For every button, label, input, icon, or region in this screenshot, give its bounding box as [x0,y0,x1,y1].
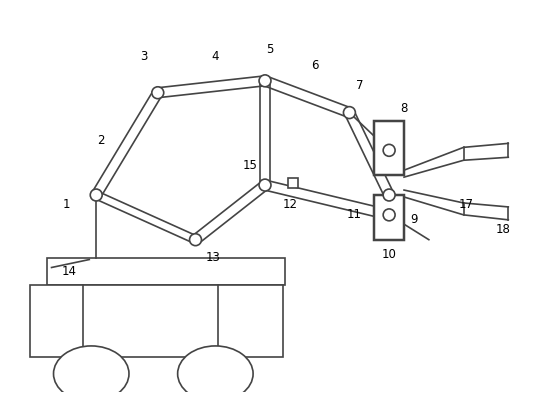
Circle shape [383,189,395,201]
Text: 13: 13 [206,251,221,264]
Text: 11: 11 [347,208,362,221]
Text: 7: 7 [356,79,363,92]
Text: 2: 2 [98,134,105,147]
Circle shape [259,179,271,191]
Bar [374,195,404,240]
Text: 12: 12 [282,198,297,211]
Bar [288,178,298,188]
Circle shape [343,107,356,119]
Text: 1: 1 [63,198,70,211]
Text: 17: 17 [459,198,474,211]
Text: 9: 9 [410,213,418,226]
Text: 18: 18 [496,223,511,236]
Text: 15: 15 [243,159,257,172]
Circle shape [259,75,271,87]
Text: 3: 3 [140,50,148,62]
Text: 6: 6 [311,59,318,72]
Bar [30,285,283,357]
Text: 8: 8 [400,102,408,115]
Ellipse shape [53,346,129,393]
Ellipse shape [177,346,253,393]
Circle shape [383,209,395,221]
Bar [374,121,404,175]
Text: 10: 10 [382,248,397,261]
Bar [46,257,285,285]
Circle shape [152,87,164,99]
Circle shape [90,189,102,201]
Text: 5: 5 [266,42,273,55]
Circle shape [383,144,395,156]
Text: 4: 4 [212,50,219,62]
Text: 14: 14 [62,265,77,278]
Circle shape [190,234,201,246]
